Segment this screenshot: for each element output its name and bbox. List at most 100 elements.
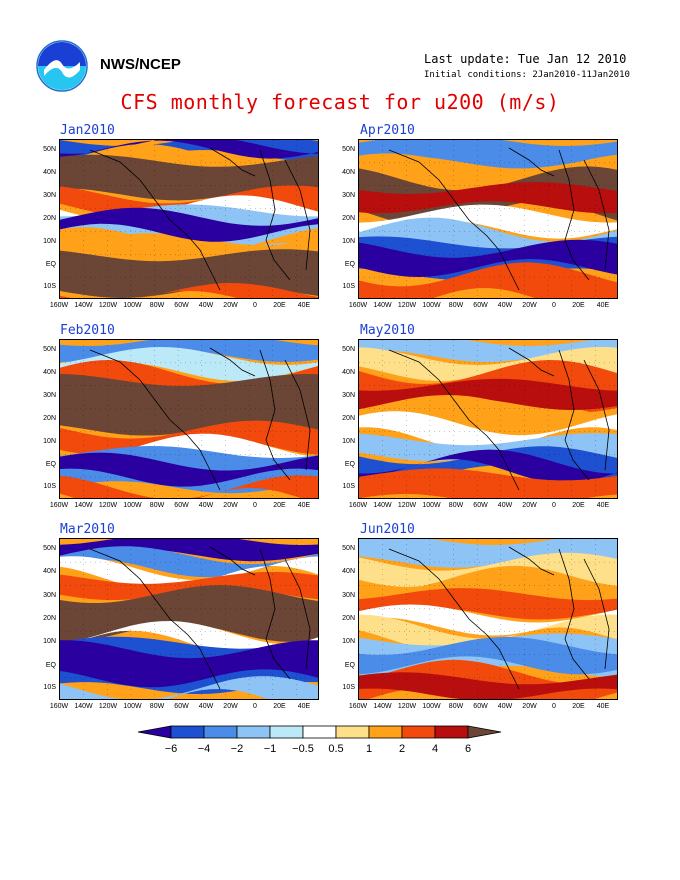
y-tick-label: EQ	[45, 261, 56, 268]
contour-band	[359, 539, 617, 568]
x-tick-label: 20E	[273, 502, 286, 509]
y-tick-label: EQ	[344, 461, 355, 468]
x-tick-label: 80W	[448, 502, 464, 509]
panel-title-apr: Apr2010	[360, 123, 415, 138]
contour-band	[359, 347, 617, 381]
x-tick-label: 0	[552, 703, 556, 710]
y-tick-label: 20N	[43, 415, 56, 422]
colorbar-swatch	[302, 725, 337, 739]
contour-field	[60, 340, 318, 498]
x-tick-label: 20W	[522, 703, 537, 710]
x-tick-label: 120W	[98, 302, 118, 309]
contour-band	[359, 395, 617, 433]
x-tick-label: 140W	[74, 703, 93, 710]
colorbar-swatch	[137, 725, 172, 739]
x-tick-label: 0	[253, 703, 257, 710]
y-tick-label: 30N	[43, 392, 56, 399]
colorbar-swatch	[236, 725, 271, 739]
contour-band	[60, 347, 318, 381]
map-panel-feb	[59, 339, 319, 499]
contour-band	[359, 204, 617, 239]
colorbar-swatch	[368, 725, 403, 739]
contour-band	[359, 182, 617, 214]
x-tick-label: 80W	[149, 302, 165, 309]
y-tick-label: 50N	[43, 545, 56, 553]
contour-field	[359, 340, 617, 498]
x-tick-label: 120W	[98, 703, 118, 710]
x-tick-label: 20E	[572, 302, 585, 309]
coastline	[388, 546, 610, 690]
colorbar-level-label: −6	[165, 743, 178, 755]
contour-band	[359, 239, 617, 277]
x-tick-label: 100W	[123, 502, 142, 509]
y-tick-label: 10S	[43, 483, 56, 490]
contour-field	[359, 140, 617, 298]
x-tick-label: 40W	[198, 502, 214, 509]
x-tick-label: 40E	[297, 502, 311, 509]
x-tick-label: 20W	[223, 302, 238, 309]
colorbar-level-label: −2	[231, 743, 244, 755]
contour-band	[359, 565, 617, 607]
y-tick-label: EQ	[45, 461, 56, 468]
contour-band	[60, 207, 318, 242]
contour-band	[359, 614, 617, 652]
contour-band	[60, 571, 318, 601]
x-tick-label: 80W	[149, 502, 165, 509]
x-tick-label: 40E	[596, 502, 610, 509]
x-tick-label: 60W	[473, 703, 488, 710]
x-tick-label: 60W	[174, 502, 189, 509]
contour-band	[359, 340, 617, 362]
contour-band	[359, 636, 617, 675]
colorbar-swatch	[269, 725, 304, 739]
x-tick-label: 140W	[74, 302, 93, 309]
x-tick-label: 140W	[373, 703, 392, 710]
y-tick-label: 10S	[342, 683, 355, 691]
panel-title-may: May2010	[360, 323, 415, 338]
x-tick-label: 80W	[149, 703, 165, 710]
contour-band	[60, 621, 318, 655]
contour-band	[60, 452, 318, 487]
x-tick-label: 60W	[174, 703, 189, 710]
y-tick-label: 40N	[43, 169, 56, 176]
map-panel-may	[358, 339, 618, 499]
contour-band	[60, 340, 318, 362]
x-tick-label: 160W	[348, 703, 368, 710]
noaa-logo	[36, 40, 88, 92]
y-tick-label: 30N	[43, 192, 56, 199]
colorbar-level-label: −4	[198, 743, 211, 755]
y-tick-label: 40N	[43, 568, 56, 576]
contour-band	[359, 604, 617, 636]
contour-band	[60, 374, 318, 436]
y-tick-label: 20N	[342, 615, 355, 622]
contour-band	[60, 227, 318, 268]
x-tick-label: 40W	[497, 703, 513, 710]
colorbar: −6 −4 −2 −1 −0.5 0.5 1 2 4 6	[137, 725, 502, 755]
x-tick-label: 160W	[49, 502, 69, 509]
x-tick-label: 40E	[297, 302, 311, 309]
x-tick-label: 100W	[422, 703, 441, 710]
contour-band	[359, 153, 617, 188]
y-tick-label: 40N	[342, 369, 355, 376]
y-tick-label: 10N	[342, 638, 355, 646]
x-tick-label: 80W	[448, 703, 464, 710]
y-tick-label: 50N	[43, 346, 56, 353]
contour-band	[359, 433, 617, 462]
y-tick-label: 20N	[342, 415, 355, 422]
initial-conditions-text: Initial conditions: 2Jan2010-11Jan2010	[424, 70, 630, 80]
x-tick-label: 160W	[49, 302, 69, 309]
map-panel-jun	[358, 538, 618, 700]
y-tick-label: 10S	[43, 683, 56, 691]
y-tick-label: 40N	[342, 568, 355, 576]
contour-band	[359, 588, 617, 620]
colorbar-level-label: 1	[366, 743, 372, 755]
x-tick-label: 20E	[572, 703, 585, 710]
y-tick-label: 10S	[342, 283, 355, 290]
x-tick-label: 160W	[348, 302, 368, 309]
x-tick-label: 20E	[572, 502, 585, 509]
x-tick-label: 120W	[397, 502, 417, 509]
x-tick-label: 160W	[348, 502, 368, 509]
panel-title-jan: Jan2010	[60, 123, 115, 138]
map-panel-apr	[358, 139, 618, 299]
panel-title-jun: Jun2010	[360, 522, 415, 537]
coastline	[89, 347, 311, 491]
